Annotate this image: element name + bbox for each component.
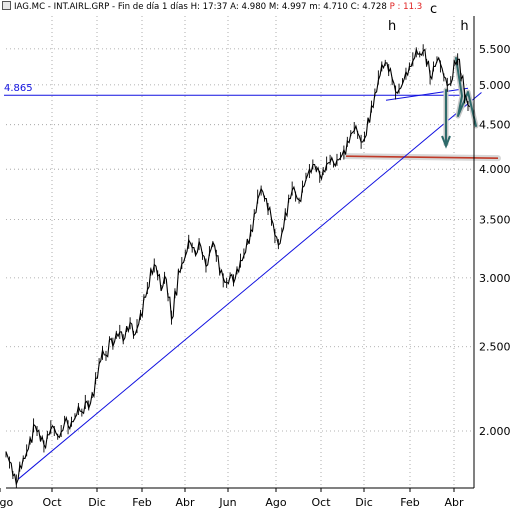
annotation-label: h: [388, 19, 396, 34]
header-high: H: 17:37: [190, 2, 228, 12]
x-tick-label: Feb: [132, 496, 151, 509]
price-series: [5, 44, 471, 489]
axes: 5.500 5.000 4.500 4.000 3.500 3.000 2.500 2.000…: [0, 16, 511, 509]
projection-path: [455, 57, 477, 127]
x-tick-label: Oct: [311, 496, 331, 509]
y-tick-label: 4.000: [479, 163, 511, 176]
projection-arrow-head: [441, 135, 451, 149]
grid: [6, 16, 474, 488]
annotations: h c h 4.865: [4, 2, 501, 480]
header-max: M: 4.997: [268, 2, 307, 12]
chart-header: IAG.MC - INT.AIRL.GRP - Fin de día 1 día…: [0, 0, 531, 14]
header-close: C: 4.728: [350, 2, 387, 12]
header-pchange: P : 11.3: [389, 2, 423, 12]
x-tick-label: Oct: [42, 496, 62, 509]
neckline: [385, 87, 469, 101]
header-open: A: 4.980: [230, 2, 267, 12]
window-box-icon[interactable]: [2, 1, 11, 10]
y-tick-label: 3.500: [479, 214, 511, 227]
header-symbol: IAG.MC - INT.AIRL.GRP: [14, 2, 110, 12]
y-tick-label: 5.500: [479, 43, 511, 56]
x-tick-label: Dic: [88, 496, 106, 509]
y-tick-label: 3.000: [479, 272, 511, 285]
x-tick-label: Jun: [218, 496, 236, 509]
annotation-label: c: [430, 2, 437, 17]
x-tick-label: Dic: [355, 496, 373, 509]
header-period: Fin de día 1 días: [117, 2, 188, 12]
support-line-label: 4.865: [4, 83, 33, 94]
x-tick-label: Feb: [400, 496, 419, 509]
x-tick-label: Ago: [265, 496, 287, 509]
price-line: [5, 47, 471, 487]
y-tick-label: 2.000: [479, 425, 511, 438]
target-line: [345, 155, 499, 159]
header-min: m: 4.710: [309, 2, 348, 12]
x-tick-label: Ago: [0, 496, 14, 509]
y-tick-label: 4.500: [479, 119, 511, 132]
uptrend-line: [17, 92, 482, 480]
x-tick-label: Abr: [444, 496, 464, 509]
annotation-label: h: [460, 19, 468, 34]
x-tick-label: Abr: [175, 496, 195, 509]
y-tick-label: 2.500: [479, 341, 511, 354]
y-tick-label: 5.000: [479, 79, 511, 92]
